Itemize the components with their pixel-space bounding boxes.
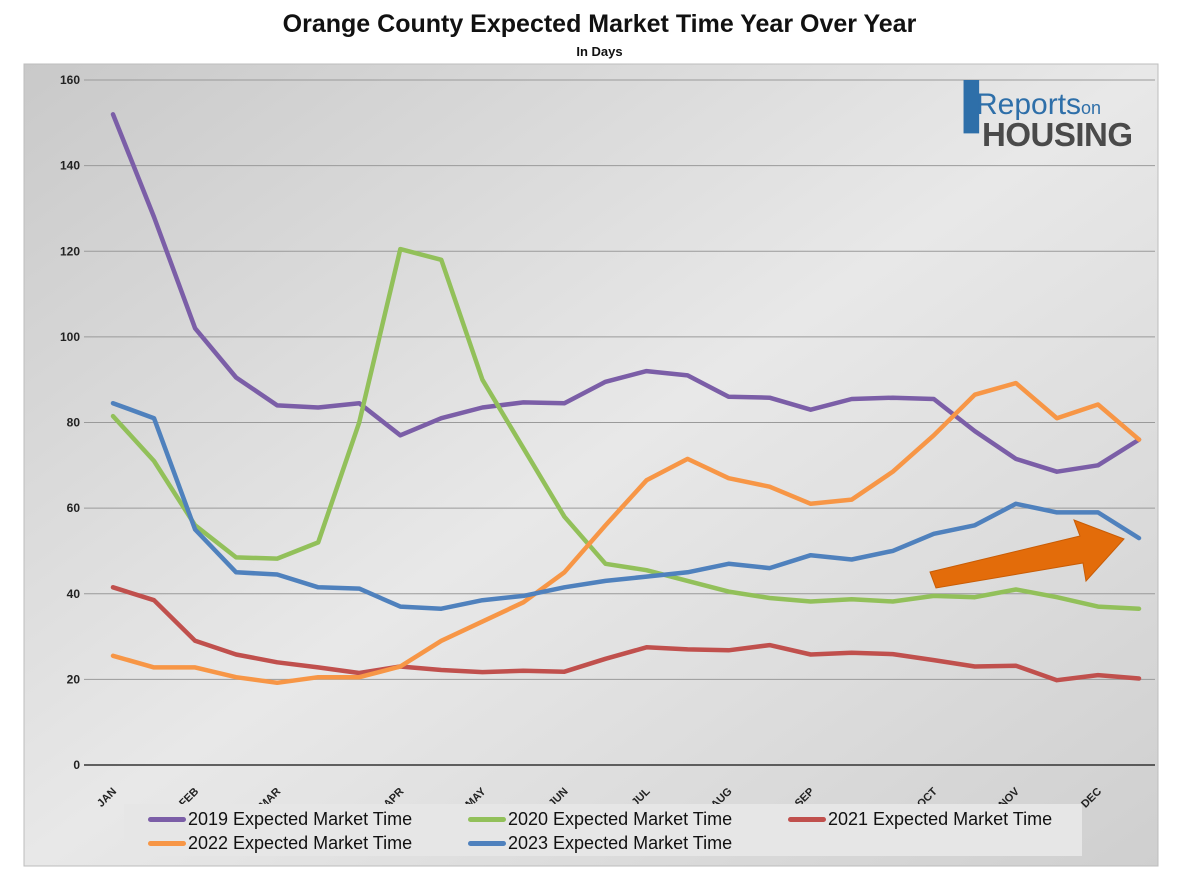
- y-tick-label: 40: [67, 587, 81, 601]
- legend-swatch-2022: [148, 840, 186, 846]
- logo-on: on: [1081, 98, 1102, 118]
- gridlines: [84, 79, 1155, 766]
- legend-swatch-2019: [148, 816, 186, 822]
- logo-line2: HOUSING: [982, 116, 1133, 153]
- legend-swatch-2023: [468, 840, 506, 846]
- legend-item-2021: 2021 Expected Market Time: [788, 808, 1052, 830]
- legend-label-2021: 2021 Expected Market Time: [828, 808, 1053, 829]
- y-tick-label: 80: [67, 416, 81, 430]
- legend-swatch-2021: [788, 816, 826, 822]
- y-tick-label: 60: [67, 501, 81, 515]
- y-tick-label: 160: [60, 73, 80, 87]
- logo-line1: Reports: [976, 88, 1082, 121]
- y-tick-label: 120: [60, 244, 80, 258]
- legend-item-2023: 2023 Expected Market Time: [468, 832, 732, 854]
- chart-title: Orange County Expected Market Time Year …: [282, 10, 917, 38]
- series-line-2020: [110, 246, 1142, 611]
- trend-arrow-shape: [929, 519, 1125, 589]
- y-tick-label: 0: [73, 758, 80, 772]
- chart-subtitle: In Days: [576, 44, 623, 59]
- plot-background: [23, 63, 1159, 867]
- series-line-2022: [110, 380, 1142, 686]
- legend-label-2019: 2019 Expected Market Time: [188, 808, 413, 829]
- logo-mark-icon: ▐: [948, 81, 980, 130]
- y-tick-label: 140: [60, 159, 80, 173]
- legend-swatch-2020: [468, 816, 506, 822]
- legend: 2019 Expected Market Time 2020 Expected …: [124, 804, 1082, 856]
- legend-item-2022: 2022 Expected Market Time: [148, 832, 412, 854]
- legend-label-2023: 2023 Expected Market Time: [508, 832, 733, 853]
- series-line-2023: [110, 400, 1142, 611]
- trend-arrow: [929, 519, 1125, 589]
- legend-item-2020: 2020 Expected Market Time: [468, 808, 732, 830]
- y-tick-label: 100: [60, 330, 80, 344]
- series-lines: [110, 112, 1142, 686]
- y-axis-ticks: 0 20 40 60 80 100 120 140 160: [60, 73, 80, 772]
- legend-label-2022: 2022 Expected Market Time: [188, 832, 413, 853]
- series-line-2019: [110, 112, 1142, 474]
- legend-item-2019: 2019 Expected Market Time: [148, 808, 412, 830]
- y-tick-label: 20: [67, 672, 81, 686]
- legend-label-2020: 2020 Expected Market Time: [508, 808, 733, 829]
- reports-on-housing-logo: ▐ Reportson HOUSING: [948, 82, 1148, 158]
- series-line-2021: [110, 585, 1142, 683]
